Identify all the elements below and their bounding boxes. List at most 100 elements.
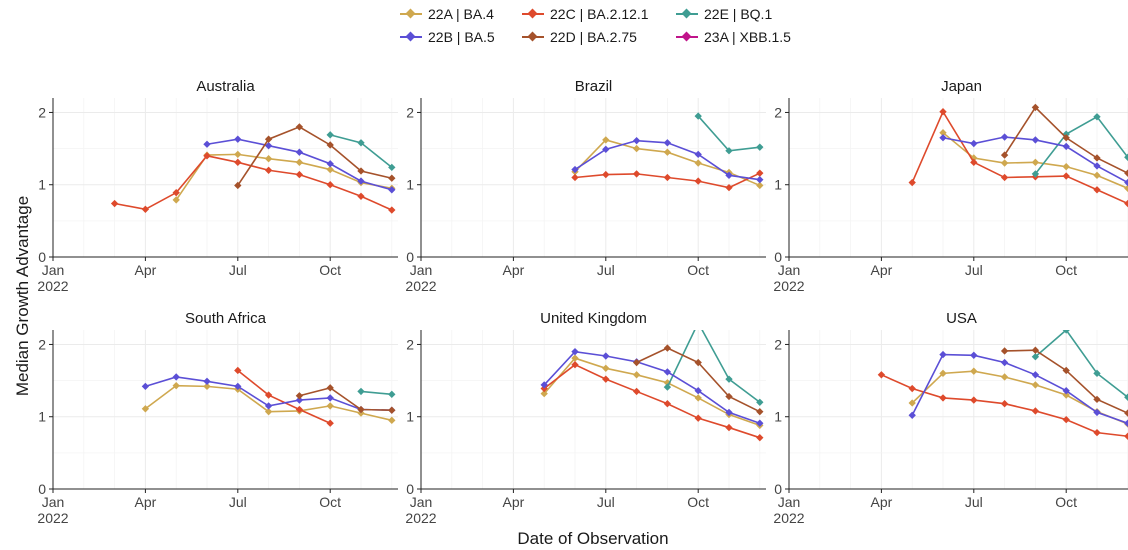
data-point bbox=[234, 135, 242, 143]
data-point bbox=[632, 144, 641, 153]
x-tick-label: Jul bbox=[597, 262, 615, 278]
data-point bbox=[1000, 151, 1009, 159]
data-point bbox=[632, 136, 641, 145]
data-point bbox=[756, 143, 764, 151]
data-point bbox=[388, 390, 396, 398]
x-tick-label: Jul bbox=[229, 262, 247, 278]
data-point bbox=[388, 416, 396, 425]
panel-title: Australia bbox=[196, 78, 255, 95]
data-point bbox=[602, 364, 610, 372]
legend-swatch bbox=[522, 31, 544, 42]
data-point bbox=[234, 158, 242, 166]
data-point bbox=[571, 354, 579, 362]
data-point bbox=[1124, 432, 1128, 440]
data-point bbox=[725, 171, 733, 180]
legend-item: 22E | BQ.1 bbox=[676, 6, 772, 22]
legend-item: 22B | BA.5 bbox=[400, 29, 495, 45]
data-point bbox=[694, 387, 702, 395]
data-point bbox=[203, 382, 211, 391]
data-point bbox=[326, 141, 334, 149]
series-line bbox=[543, 350, 761, 424]
data-point bbox=[602, 170, 610, 179]
data-point bbox=[602, 375, 610, 383]
y-tick-label: 2 bbox=[774, 336, 782, 352]
data-point bbox=[264, 407, 273, 416]
data-point bbox=[663, 400, 672, 408]
data-point bbox=[141, 405, 150, 413]
data-point bbox=[939, 394, 947, 402]
data-point bbox=[756, 434, 764, 442]
data-point bbox=[540, 381, 548, 389]
data-point bbox=[1062, 387, 1070, 395]
data-point bbox=[939, 350, 947, 359]
data-point bbox=[571, 348, 579, 356]
data-point bbox=[1000, 159, 1009, 167]
data-point bbox=[725, 423, 733, 432]
x-tick-label: Apr bbox=[871, 494, 893, 510]
data-point bbox=[295, 396, 304, 404]
legend-label: 22D | BA.2.75 bbox=[550, 29, 637, 45]
data-point bbox=[632, 371, 641, 379]
data-point bbox=[326, 131, 334, 139]
data-point bbox=[602, 136, 610, 144]
data-point bbox=[141, 382, 150, 391]
legend: 22A | BA.4 22C | BA.2.12.1 22E | BQ.1 22… bbox=[400, 6, 820, 50]
data-point bbox=[908, 384, 916, 393]
data-point bbox=[357, 139, 365, 147]
data-point bbox=[877, 371, 886, 379]
y-tick-label: 0 bbox=[774, 249, 782, 265]
legend-item: 22A | BA.4 bbox=[400, 6, 494, 22]
data-point bbox=[725, 392, 733, 401]
data-point bbox=[1093, 186, 1101, 194]
legend-label: 23A | XBB.1.5 bbox=[704, 29, 791, 45]
series-group bbox=[877, 330, 1128, 440]
data-point bbox=[1031, 381, 1040, 389]
series-line bbox=[237, 126, 392, 186]
x-tick-label: Apr bbox=[135, 262, 157, 278]
data-point bbox=[970, 396, 978, 404]
data-point bbox=[694, 358, 702, 367]
data-point bbox=[632, 170, 641, 178]
y-tick-label: 2 bbox=[774, 104, 782, 120]
data-point bbox=[1000, 358, 1009, 367]
legend-swatch bbox=[522, 8, 544, 19]
data-point bbox=[663, 173, 672, 182]
data-point bbox=[725, 375, 733, 383]
y-tick-label: 0 bbox=[406, 249, 414, 265]
series-line bbox=[543, 363, 761, 439]
data-point bbox=[388, 206, 396, 214]
data-point bbox=[1031, 136, 1040, 144]
data-point bbox=[970, 367, 978, 375]
data-point bbox=[1031, 407, 1040, 415]
x-tick-label: Apr bbox=[503, 262, 525, 278]
data-point bbox=[203, 140, 211, 148]
legend-item: 23A | XBB.1.5 bbox=[676, 29, 791, 45]
data-point bbox=[571, 173, 579, 182]
y-tick-label: 1 bbox=[774, 409, 782, 425]
legend-label: 22A | BA.4 bbox=[428, 6, 494, 22]
data-point bbox=[326, 419, 334, 427]
data-point bbox=[756, 419, 764, 427]
x-tick-label: Oct bbox=[687, 494, 709, 510]
data-point bbox=[694, 394, 702, 402]
data-point bbox=[172, 196, 180, 204]
data-point bbox=[694, 112, 702, 120]
data-point bbox=[295, 158, 304, 166]
y-tick-label: 2 bbox=[38, 104, 46, 120]
series-line bbox=[1034, 330, 1128, 398]
data-point bbox=[939, 369, 947, 378]
y-tick-label: 2 bbox=[38, 336, 46, 352]
data-point bbox=[172, 373, 180, 381]
data-point bbox=[234, 382, 242, 391]
series-group bbox=[141, 366, 396, 427]
data-point bbox=[970, 158, 978, 166]
data-point bbox=[1000, 373, 1009, 381]
data-point bbox=[632, 358, 641, 367]
data-point bbox=[234, 150, 242, 159]
series-line bbox=[175, 153, 392, 201]
x-tick-label: Oct bbox=[687, 262, 709, 278]
y-tick-label: 1 bbox=[38, 177, 46, 193]
data-point bbox=[326, 160, 334, 168]
data-point bbox=[1093, 395, 1101, 404]
